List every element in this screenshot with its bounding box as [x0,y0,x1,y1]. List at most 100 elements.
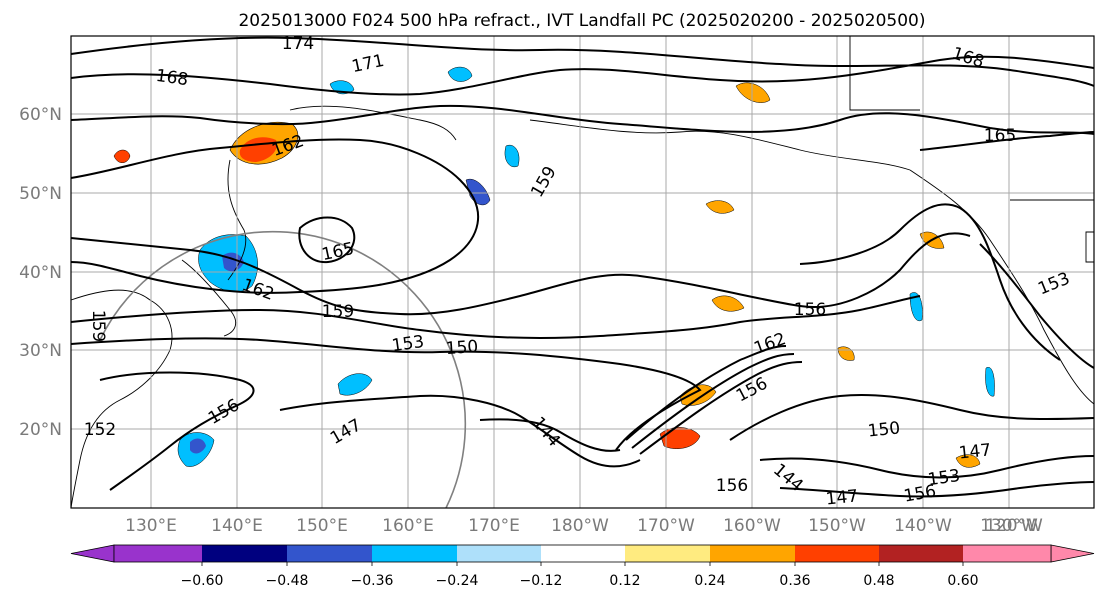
contour-165-north [70,104,1095,135]
contour-150 [70,337,702,451]
contour-159-jet [631,353,795,449]
contour-label: 150 [445,337,479,359]
range-ring [99,230,467,509]
canada-border [849,36,920,111]
contour-156-east [779,481,1095,498]
contour-label: 147 [825,486,859,509]
longitude-label: 170°E [468,516,520,536]
colorbar-bin [963,545,1051,562]
longitude-label: 130°E [125,516,177,536]
contour-165-loop [298,216,356,264]
latitude-label: 20°N [19,420,62,440]
colorbar-tick-label: 0.60 [947,573,978,589]
colorbar-tick-label: −0.60 [181,573,224,589]
contour-156-jet [639,361,803,455]
positive-patch-east [955,454,981,468]
negative-patch-aleutian [504,144,520,168]
colorbar-tick-label: 0.36 [779,573,810,589]
contour-165-ne [919,131,1095,151]
contour-171 [70,36,1095,87]
negative-patch-arctic-1 [447,66,473,82]
positive-patch-alaska [735,82,771,103]
contour-label: 150 [867,418,901,441]
negative-patch-baja [985,366,995,397]
longitude-label: 150°E [296,516,348,536]
colorbar-bin [287,545,372,562]
colorbar-tick-label: 0.12 [609,573,640,589]
longitude-axis-labels: 130°E 140°E 150°E 160°E 170°E 180°W 170°W 160°W… [125,516,1043,536]
colorbar-bin [114,545,202,562]
colorbar-tick-label: −0.24 [436,573,479,589]
contour-lines [70,36,1095,498]
colorbar-bin [541,545,625,562]
contour-156-west [99,371,255,491]
contour-144 [479,418,621,452]
colorbar-tick-label: 0.48 [863,573,894,589]
latitude-label: 30°N [19,341,62,361]
longitude-label: 140°E [211,516,263,536]
colorbar-tick-label: −0.48 [266,573,309,589]
longitude-label: 120°W [985,516,1043,536]
alaska-coastline [529,119,911,171]
latitude-label: 60°N [19,105,62,125]
contour-label: 156 [716,476,748,496]
longitude-label: 160°W [723,516,781,536]
latitude-axis-labels: 60°N 50°N 40°N 30°N 20°N [19,105,62,440]
colorbar-bin [795,545,879,562]
contour-159 [70,232,971,316]
colorbar-bin [202,545,287,562]
shaded-anomaly-patches [113,66,995,468]
strong-negative-patch-philippine [190,438,206,454]
contour-147 [279,394,641,468]
colorbar: −0.60 −0.48 −0.36 −0.24 −0.12 0.12 0.24 0.36 0.4… [70,544,1095,589]
contour-162-jet [625,345,787,441]
contour-label: 159 [322,302,354,322]
longitude-label: 160°E [382,516,434,536]
colorbar-bin [457,545,541,562]
longitude-label: 180°W [551,516,609,536]
figure-title: 2025013000 F024 500 hPa refract., IVT La… [238,11,925,31]
contour-label: 156 [794,300,826,320]
contour-153-east [759,455,1095,479]
latitude-label: 40°N [19,263,62,283]
contour-label: 147 [958,440,992,463]
positive-patch-midpacific [711,295,745,312]
colorbar-bin [710,545,795,562]
colorbar-extend-max [1050,544,1095,563]
colorbar-outline [113,544,1052,563]
contour-153 [70,295,921,339]
contour-label: 152 [84,420,116,440]
longitude-label: 130°W [980,516,1038,536]
asia-coastline [70,289,173,509]
longitude-label: 170°W [637,516,695,536]
contour-168 [70,55,1095,96]
contour-label: 153 [927,466,962,490]
colorbar-bin [879,545,963,562]
positive-patch-west [113,149,131,163]
grid-lines [71,36,1094,508]
contour-label: 159 [88,310,108,342]
longitude-label: 140°W [894,516,952,536]
negative-patch-coast [909,292,923,322]
contour-153-ne [979,243,1095,369]
colorbar-tick-label: −0.36 [351,573,394,589]
colorbar-tick-label: 0.24 [694,573,725,589]
negative-patch-subtropic [337,373,373,396]
contour-label: 153 [391,332,426,356]
colorbar-tick-label: −0.12 [520,573,563,589]
positive-patch-gulf [705,200,735,214]
longitude-label: 150°W [808,516,866,536]
contour-label: 168 [155,66,190,90]
contour-label: 174 [282,34,314,54]
contour-150-east [729,393,1095,441]
north-america-coastline [909,169,1095,405]
colorbar-bin [625,545,710,562]
latitude-label: 50°N [19,184,62,204]
kamchatka-coastline [227,159,247,281]
contour-156-ne [799,203,1061,361]
colorbar-bin [372,545,457,562]
contour-label: 165 [984,126,1016,146]
contour-162-loop [70,138,479,294]
